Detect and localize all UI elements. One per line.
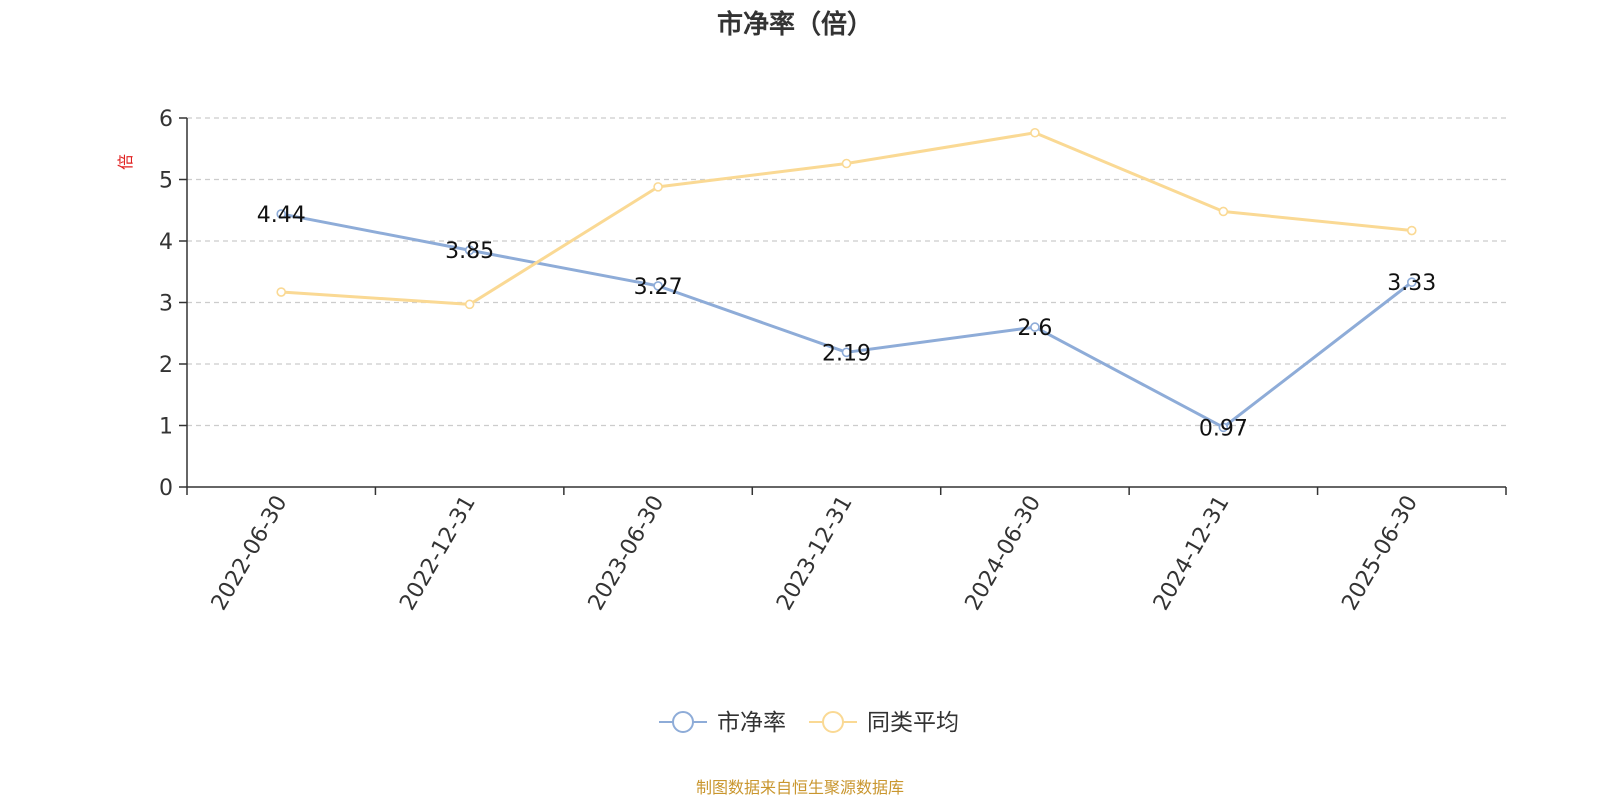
legend-label: 同类平均 xyxy=(867,710,959,736)
data-label: 3.27 xyxy=(634,275,683,300)
y-tick-label: 2 xyxy=(159,353,173,378)
data-label: 0.97 xyxy=(1199,416,1248,441)
x-tick-label: 2024-06-30 xyxy=(961,492,1047,615)
legend[interactable]: 市净率 同类平均 xyxy=(659,710,959,736)
data-point[interactable] xyxy=(464,299,475,310)
data-label: 3.85 xyxy=(445,239,494,264)
data-point[interactable] xyxy=(1030,127,1040,138)
data-label: 3.33 xyxy=(1387,271,1436,296)
legend-marker xyxy=(672,711,694,733)
data-point[interactable] xyxy=(276,209,287,219)
data-point[interactable] xyxy=(464,245,475,256)
x-tick-label: 2023-12-31 xyxy=(772,492,858,615)
data-point[interactable] xyxy=(1406,277,1417,288)
y-tick-label: 0 xyxy=(159,476,173,501)
legend-label: 市净率 xyxy=(717,710,786,736)
legend-item-1[interactable]: 同类平均 xyxy=(809,710,959,736)
x-tick-label: 2023-06-30 xyxy=(584,492,670,615)
y-tick-label: 5 xyxy=(159,169,173,194)
series-line-1 xyxy=(281,131,1412,306)
y-tick-label: 3 xyxy=(159,292,173,317)
chart-title: 市净率（倍） xyxy=(717,9,873,40)
grid-lines xyxy=(187,117,1506,427)
data-point[interactable] xyxy=(276,287,287,297)
series-group xyxy=(276,127,1417,433)
x-tick-labels: 2022-06-30 2022-12-31 2023-06-30 2023-12-31… xyxy=(207,492,1423,615)
data-label: 2.19 xyxy=(822,341,871,366)
data-point[interactable] xyxy=(653,281,663,291)
data-point[interactable] xyxy=(841,158,852,169)
data-point[interactable] xyxy=(653,182,663,192)
y-tick-labels: 0 1 2 3 4 5 6 xyxy=(159,107,173,501)
y-tick-label: 4 xyxy=(159,230,173,255)
data-point[interactable] xyxy=(1218,206,1229,217)
x-tick-label: 2025-06-30 xyxy=(1337,492,1423,615)
legend-marker xyxy=(822,711,844,733)
data-point[interactable] xyxy=(1406,225,1417,236)
x-tick-label: 2022-06-30 xyxy=(207,492,293,615)
y-tick-label: 1 xyxy=(159,415,173,440)
legend-item-0[interactable]: 市净率 xyxy=(659,710,786,736)
data-point[interactable] xyxy=(841,347,852,358)
data-labels: 4.44 3.85 3.27 2.19 2.6 0.97 3.33 xyxy=(257,203,1437,441)
y-tick-label: 6 xyxy=(159,107,173,132)
data-label: 2.6 xyxy=(1017,316,1052,341)
data-point[interactable] xyxy=(1218,422,1229,433)
data-point[interactable] xyxy=(1030,322,1040,332)
data-label: 4.44 xyxy=(257,203,306,228)
x-tick-label: 2022-12-31 xyxy=(395,492,481,615)
source-note: 制图数据来自恒生聚源数据库 xyxy=(696,778,904,797)
axes xyxy=(179,117,1507,495)
x-tick-label: 2024-12-31 xyxy=(1149,492,1235,615)
y-axis-label: 倍 xyxy=(116,154,135,170)
